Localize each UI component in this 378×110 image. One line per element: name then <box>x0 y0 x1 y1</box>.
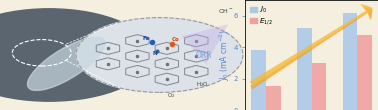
Bar <box>357 35 372 110</box>
Bar <box>297 28 312 110</box>
Text: O$_2$: O$_2$ <box>167 91 175 100</box>
Text: N: N <box>152 51 157 56</box>
Y-axis label: $J_0$ (mA cm$^{-2}$): $J_0$ (mA cm$^{-2}$) <box>217 29 232 81</box>
Text: H$_2$O: H$_2$O <box>196 80 209 89</box>
Circle shape <box>76 18 243 92</box>
Text: Fe: Fe <box>142 36 150 41</box>
Ellipse shape <box>28 37 105 90</box>
Text: Co: Co <box>172 37 180 42</box>
Text: OH$^-$: OH$^-$ <box>218 7 234 15</box>
Text: ORR: ORR <box>195 50 212 60</box>
Circle shape <box>0 9 152 101</box>
Polygon shape <box>181 24 228 64</box>
Bar <box>266 86 280 110</box>
Bar <box>343 13 357 110</box>
Bar <box>312 63 326 110</box>
Bar <box>251 50 266 110</box>
Legend: $J_0$, $E_{1/2}$: $J_0$, $E_{1/2}$ <box>249 4 274 28</box>
